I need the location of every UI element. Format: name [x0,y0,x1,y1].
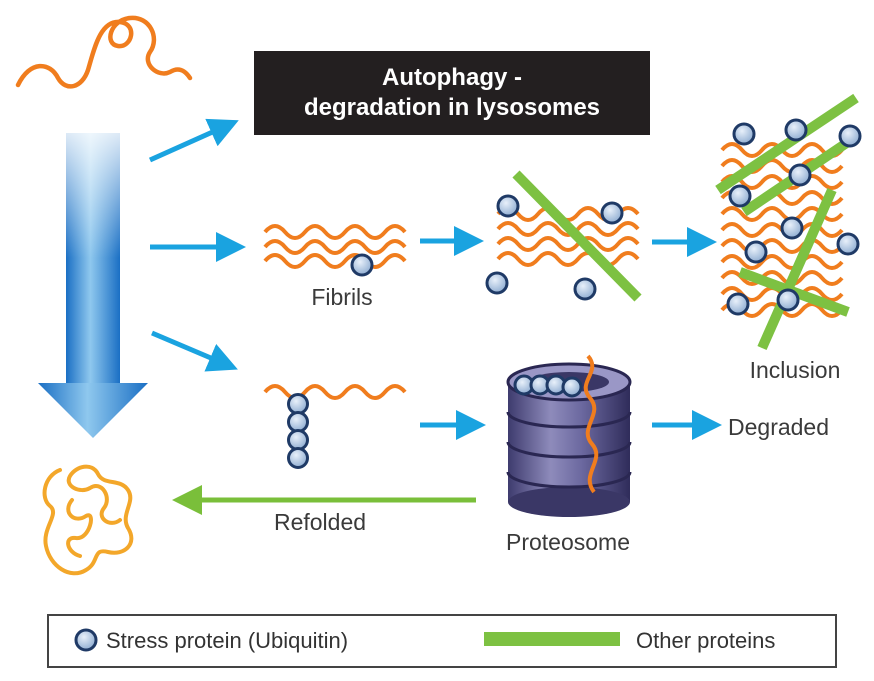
ubiquitin-dot [784,118,808,142]
refolded-label: Refolded [274,509,366,535]
ubiquitin-dot [744,240,768,264]
ubiquitin-dot [496,194,520,218]
ubiquitin-dot [728,184,752,208]
ubiquitinated-protein [263,384,407,469]
autophagy-title-box: Autophagy - degradation in lysosomes [254,51,650,135]
ubiquitin-dot [561,376,583,398]
ubiquitin-dot [287,429,309,451]
title-line-2: degradation in lysosomes [304,94,600,121]
ubiquitin-dot [788,163,812,187]
legend: Stress protein (Ubiquitin) Other protein… [47,614,837,668]
aggregate-structure [485,170,642,302]
ubiquitin-dot [836,232,860,256]
legend-stress-protein-label: Stress protein (Ubiquitin) [106,628,348,653]
title-line-1: Autophagy - [382,64,522,91]
ubiquitin-dot [573,277,597,301]
fibrils-label: Fibrils [311,284,372,310]
ubiquitin-dot [838,124,862,148]
ubiquitin-dot [350,253,374,277]
other-protein-bar [715,93,859,195]
legend-other-proteins-label: Other proteins [636,628,775,653]
ubiquitin-dot [287,393,309,415]
ubiquitin-dot [600,201,624,225]
arrow-to-autophagy [148,118,239,163]
proteosome-label: Proteosome [506,529,630,555]
ubiquitin-dot [287,447,309,469]
ubiquitin-dot [485,271,509,295]
legend-other-protein-icon [484,632,620,646]
ubiquitin-dot [780,216,804,240]
legend-ubiquitin-icon [74,628,98,652]
unfolded-protein [15,15,193,89]
folding-direction-arrow [38,133,148,438]
other-protein-bar [512,170,642,302]
arrow-to-monomer [151,330,238,372]
refolded-protein [42,464,134,576]
ubiquitin-dot [726,292,750,316]
proteosome [506,354,632,517]
inclusion-label: Inclusion [750,357,841,383]
fibrils-structure [263,224,407,269]
ubiquitin-dot [732,122,756,146]
ubiquitin-dot [287,411,309,433]
ubiquitin-dot [776,288,800,312]
other-protein-bar [757,187,837,351]
inclusion-structure [715,93,862,351]
pathway-arrows [148,118,722,440]
degraded-label: Degraded [728,414,829,440]
